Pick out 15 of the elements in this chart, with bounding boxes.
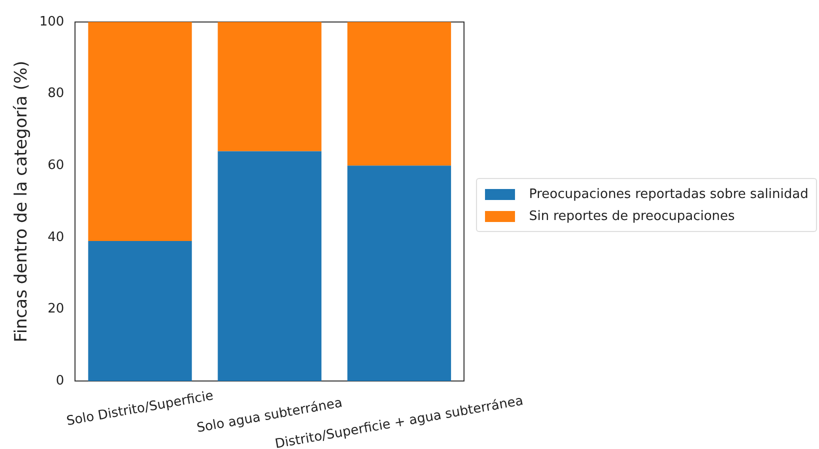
y-axis-title: Fincas dentro de la categoría (%) <box>12 60 32 342</box>
bar <box>88 240 192 381</box>
y-tick-label: 40 <box>48 230 64 245</box>
bar <box>347 22 452 166</box>
bar <box>218 22 322 152</box>
y-tick-label: 0 <box>56 373 64 388</box>
bar <box>347 166 452 381</box>
legend-label: Preocupaciones reportadas sobre salinidad <box>529 186 808 202</box>
bar <box>218 151 322 381</box>
y-tick-label: 60 <box>48 158 64 173</box>
legend-label: Sin reportes de preocupaciones <box>529 208 735 224</box>
y-tick-label: 80 <box>48 86 64 102</box>
bar <box>88 22 192 241</box>
y-tick-label: 100 <box>39 14 64 30</box>
y-tick-label: 20 <box>48 302 64 317</box>
